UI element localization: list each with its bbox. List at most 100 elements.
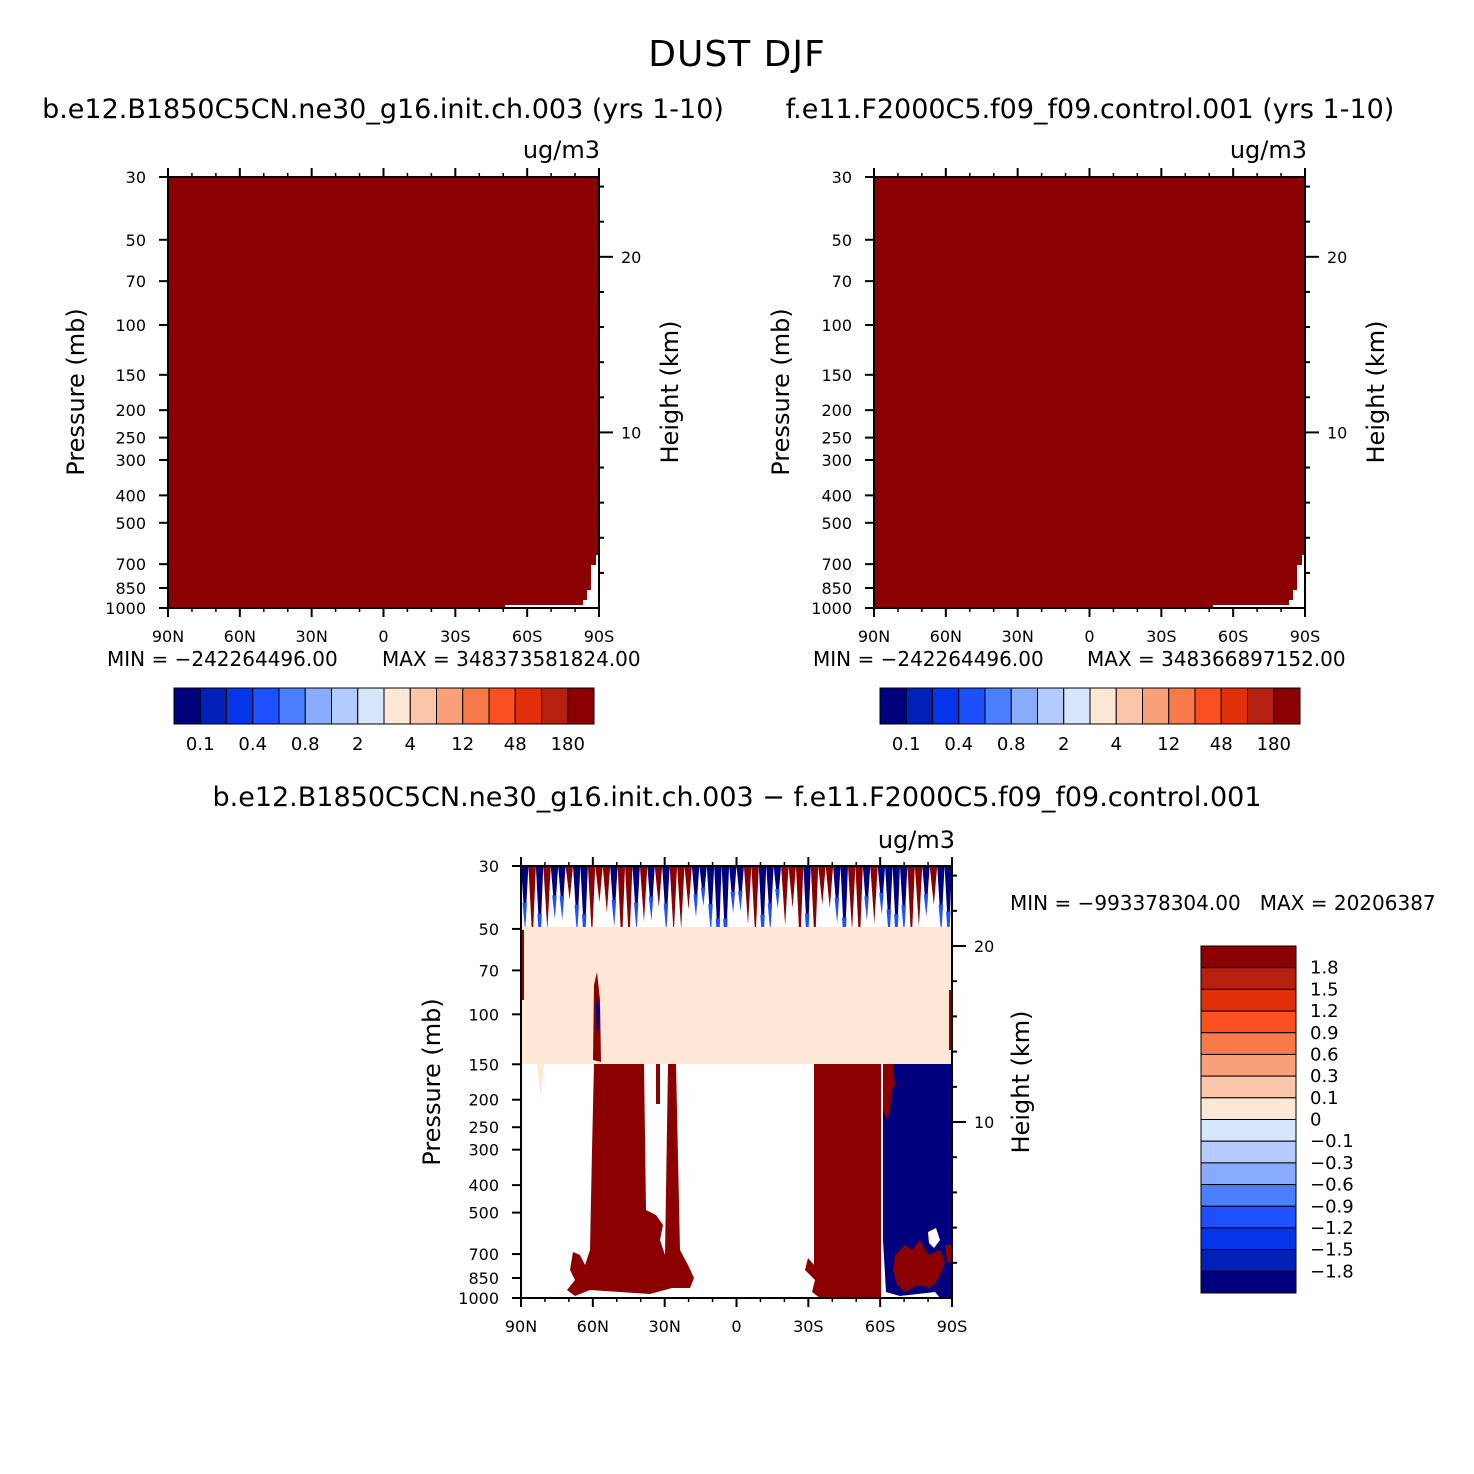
panel-1-max: MAX = 348373581824.00 [382,647,641,671]
colorbar-label: 0.6 [1310,1044,1339,1065]
y-tick-label: 200 [468,1091,499,1110]
panel-1-min: MIN = −242264496.00 [107,647,338,671]
panel-2-min: MIN = −242264496.00 [813,647,1044,671]
streak [736,866,744,908]
y-tick-label: 30 [126,168,146,187]
colorbar-swatch [1200,988,1297,1012]
y-tick-label: 850 [821,579,852,598]
y2-tick-label: 20 [1327,248,1347,267]
y-tick-label: 200 [821,401,852,420]
streak-edge [767,903,773,933]
streak [602,866,611,913]
colorbar-label: 1.8 [1310,958,1339,979]
streak [885,866,893,939]
colorbar-swatch [383,687,411,725]
streak-edge [611,899,617,927]
colorbar-label: −1.8 [1310,1261,1354,1282]
streak [610,866,618,923]
streak [892,866,900,947]
streak [751,866,759,941]
panel-1-colorbar: 0.1 0.4 0.8 2 4 12 48 180 [173,687,595,755]
streak [573,866,581,931]
y-tick-label: 150 [468,1055,499,1074]
panel-3-stats: MIN = −993378304.00 MAX = 20206387 [1010,891,1436,915]
colorbar-swatch [1168,687,1196,725]
y-tick-label: 30 [832,168,852,187]
colorbar-swatch [331,687,359,725]
y-tick-label: 250 [115,429,146,448]
streak-edge [559,895,565,920]
streak-edge [552,895,557,920]
y-tick-label: 300 [821,451,852,470]
y-tick-label: 70 [479,961,499,980]
colorbar-label: 48 [504,734,527,755]
streak [580,866,588,947]
streak [914,866,923,927]
streak-edge [522,902,527,931]
panel-3-units: ug/m3 [878,826,955,854]
y-tick-label: 50 [832,231,852,250]
colorbar-swatch [1200,945,1297,969]
panel-1-units: ug/m3 [523,136,600,164]
y-tick-label: 300 [115,451,146,470]
x-tick-label: 90S [1290,627,1321,646]
streak [847,866,856,932]
x-tick-label: 0 [1084,627,1094,646]
colorbar-swatch [488,687,516,725]
colorbar-label: 0.9 [1310,1023,1339,1044]
colorbar-swatch [1194,687,1222,725]
colorbar-swatch [278,687,306,725]
x-tick-label: 60S [512,627,543,646]
streak [899,866,908,932]
y-tick-label: 850 [115,579,146,598]
colorbar-label: 0.3 [1310,1066,1339,1087]
panel-2-plot-area [873,176,1306,609]
x-tick-label: 60N [224,627,256,646]
streak [833,866,841,920]
colorbar-swatch [1200,1227,1297,1251]
streak [862,866,871,917]
colorbar-swatch [436,687,464,725]
streak-edge [708,904,713,934]
y-tick-label: 700 [468,1245,499,1264]
y-tick-label: 100 [115,316,146,335]
streak [937,866,945,931]
streak [870,866,878,924]
y-tick-label: 1000 [811,599,852,618]
y-tick-label: 400 [821,486,852,505]
colorbar-label: 12 [1157,734,1180,755]
colorbar-label: −0.9 [1310,1196,1354,1217]
colorbar-swatch [984,687,1012,725]
streak [543,866,551,931]
panel-3-positive-region-south [805,1064,881,1298]
panel-2-ylabel: Pressure (mb) [767,308,795,475]
streak [669,866,678,935]
streak-edge [700,887,706,907]
colorbar-swatch [905,687,933,725]
colorbar-label: 1.5 [1310,979,1339,1000]
colorbar-label: 0.1 [186,734,215,755]
streak [565,866,574,900]
panel-1-field [168,177,599,608]
panel-1-ylabel: Pressure (mb) [62,308,90,475]
colorbar-label: 48 [1210,734,1233,755]
streak [550,866,559,916]
colorbar-swatch [1200,1249,1297,1272]
streak [677,866,685,930]
x-tick-label: 90N [858,627,890,646]
y-tick-label: 200 [115,401,146,420]
y-tick-label: 500 [468,1204,499,1223]
streak [639,866,648,922]
panel-1-plot-area [167,176,600,609]
colorbar-swatch [1200,1205,1297,1229]
colorbar-swatch [567,687,595,725]
panel-2-title: f.e11.F2000C5.f09_f09.control.001 (yrs 1… [786,94,1395,125]
panel-2: f.e11.F2000C5.f09_f09.control.001 (yrs 1… [767,94,1394,755]
x-tick-label: 0 [731,1317,741,1336]
streak-edge [879,892,884,915]
streak [840,866,848,952]
streak [654,866,663,908]
streak [699,866,707,903]
colorbar-swatch [1220,687,1248,725]
streak [684,866,692,910]
